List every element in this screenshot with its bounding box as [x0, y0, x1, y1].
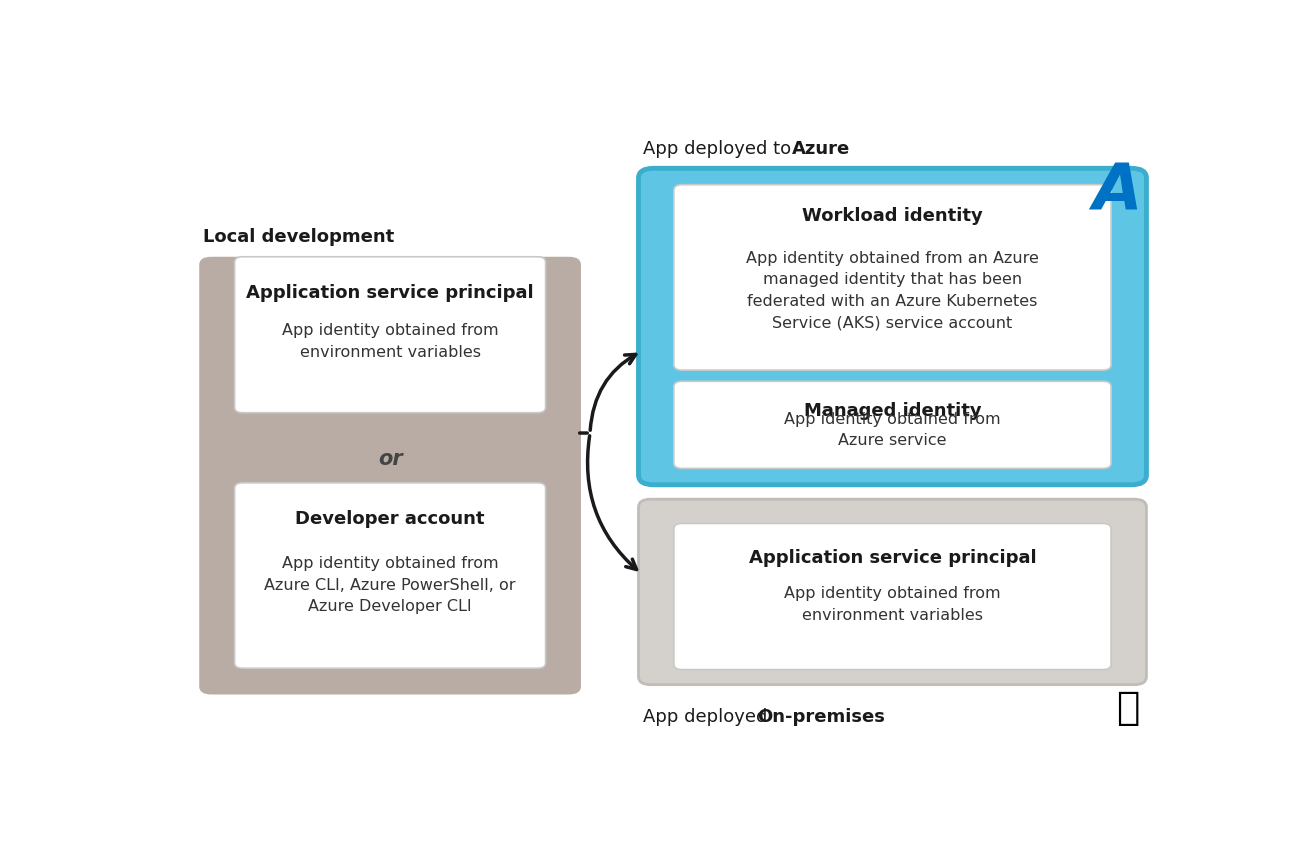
Text: App identity obtained from
environment variables: App identity obtained from environment v…: [281, 323, 499, 360]
Text: Managed identity: Managed identity: [804, 403, 981, 420]
Text: Local development: Local development: [203, 228, 395, 246]
Text: On-premises: On-premises: [757, 708, 885, 726]
Text: App identity obtained from an Azure
managed identity that has been
federated wit: App identity obtained from an Azure mana…: [747, 250, 1038, 330]
FancyBboxPatch shape: [235, 483, 546, 668]
Text: Application service principal: Application service principal: [246, 284, 534, 302]
FancyBboxPatch shape: [638, 500, 1147, 685]
FancyBboxPatch shape: [674, 185, 1111, 370]
FancyBboxPatch shape: [674, 523, 1111, 670]
Text: App deployed: App deployed: [642, 708, 773, 726]
FancyBboxPatch shape: [638, 168, 1147, 485]
Text: Workload identity: Workload identity: [803, 207, 982, 225]
Text: or: or: [378, 449, 403, 469]
FancyBboxPatch shape: [199, 257, 581, 694]
Text: App identity obtained from
Azure CLI, Azure PowerShell, or
Azure Developer CLI: App identity obtained from Azure CLI, Az…: [265, 557, 516, 614]
Text: Developer account: Developer account: [296, 511, 485, 528]
Text: Azure: Azure: [792, 140, 851, 157]
FancyBboxPatch shape: [674, 381, 1111, 468]
Text: App identity obtained from
Azure service: App identity obtained from Azure service: [784, 412, 1001, 448]
Text: A: A: [1092, 161, 1141, 223]
Text: App deployed to: App deployed to: [642, 140, 796, 157]
Text: 🏢: 🏢: [1115, 688, 1139, 727]
FancyBboxPatch shape: [235, 257, 546, 413]
Text: App identity obtained from
environment variables: App identity obtained from environment v…: [784, 586, 1001, 623]
Text: Application service principal: Application service principal: [749, 549, 1036, 567]
